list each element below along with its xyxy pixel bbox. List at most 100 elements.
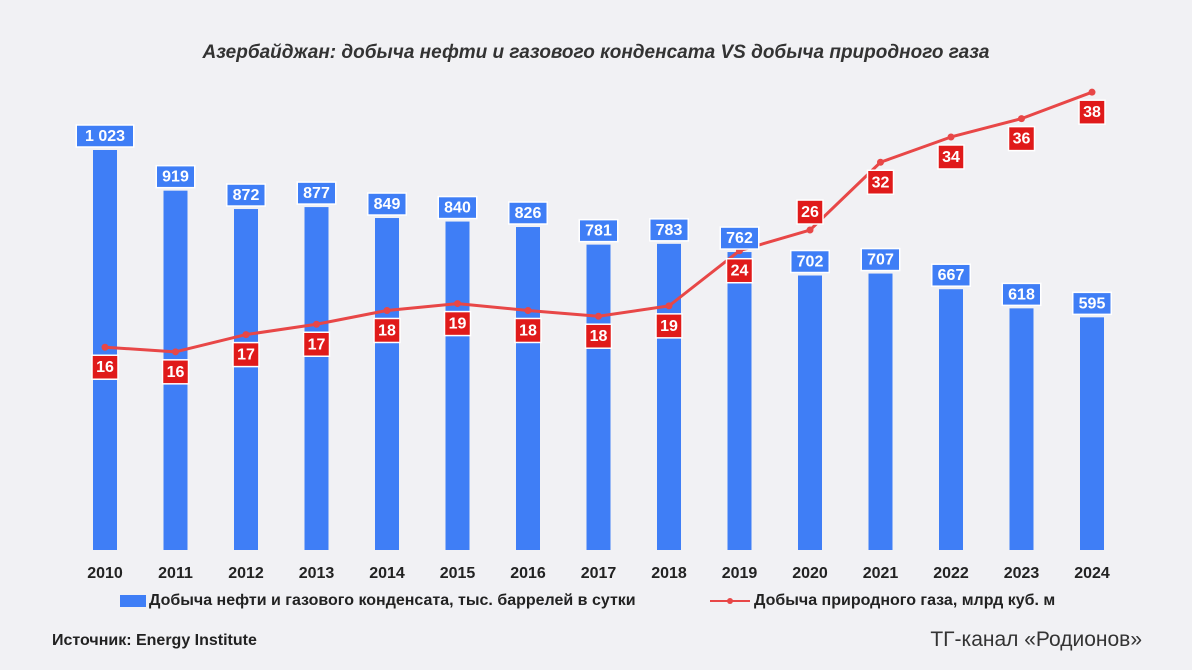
x-tick-2017: 2017 xyxy=(581,565,617,582)
gas-point-2014 xyxy=(383,306,391,314)
bar-2012 xyxy=(234,209,258,550)
line-label-2020: 26 xyxy=(801,204,819,221)
line-label-box-2024 xyxy=(1078,99,1106,125)
x-tick-2018: 2018 xyxy=(651,565,687,582)
x-tick-2012: 2012 xyxy=(228,565,264,582)
line-label-2010: 16 xyxy=(96,359,114,376)
x-tick-2024: 2024 xyxy=(1074,565,1110,582)
legend-item-oil: Добыча нефти и газового конденсата, тыс.… xyxy=(120,592,636,610)
line-label-2024: 38 xyxy=(1083,104,1101,121)
gas-point-2016 xyxy=(524,306,532,314)
bar-2017 xyxy=(586,244,611,550)
bar-label-box-2012 xyxy=(226,183,266,207)
gas-point-2024 xyxy=(1088,88,1096,96)
bar-label-box-2020 xyxy=(790,249,830,274)
line-label-box-2021 xyxy=(866,169,895,196)
bar-label-2020: 702 xyxy=(797,254,824,271)
bar-label-box-2015 xyxy=(437,195,478,220)
line-label-2016: 18 xyxy=(519,322,537,339)
bar-2020 xyxy=(798,275,822,550)
legend-label-oil: Добыча нефти и газового конденсата, тыс.… xyxy=(149,592,636,609)
line-label-box-2011 xyxy=(161,359,190,385)
bar-label-2016: 826 xyxy=(515,205,542,222)
line-label-box-2022 xyxy=(937,144,965,170)
source-note: Источник: Energy Institute xyxy=(52,632,257,649)
line-label-box-2023 xyxy=(1007,125,1036,152)
legend-label-gas: Добыча природного газа, млрд куб. м xyxy=(754,592,1056,609)
x-tick-2014: 2014 xyxy=(369,565,405,582)
bar-label-box-2016 xyxy=(508,201,548,225)
bar-label-box-2010 xyxy=(75,124,135,148)
bar-label-box-2021 xyxy=(860,247,901,272)
line-label-box-2020 xyxy=(796,199,824,225)
bar-label-box-2014 xyxy=(367,192,407,216)
bar-label-2017: 781 xyxy=(585,223,612,240)
legend: Добыча нефти и газового конденсата, тыс.… xyxy=(120,592,1120,614)
line-label-box-2013 xyxy=(302,331,331,358)
line-label-2012: 17 xyxy=(237,347,255,364)
bar-label-2019: 762 xyxy=(726,230,753,247)
x-tick-2019: 2019 xyxy=(722,565,758,582)
bar-label-2024: 595 xyxy=(1079,295,1106,312)
line-label-2023: 36 xyxy=(1013,131,1031,148)
line-label-box-2019 xyxy=(725,257,754,284)
x-tick-2013: 2013 xyxy=(299,565,335,582)
gas-point-2017 xyxy=(595,312,602,320)
line-label-box-2018 xyxy=(655,313,683,339)
x-tick-2023: 2023 xyxy=(1004,565,1040,582)
bar-label-box-2011 xyxy=(155,164,196,189)
bar-label-box-2022 xyxy=(931,263,971,287)
legend-bar-swatch xyxy=(120,595,146,607)
line-label-box-2017 xyxy=(584,323,613,349)
line-label-2013: 17 xyxy=(308,336,326,353)
bar-2019 xyxy=(727,252,752,550)
line-label-box-2010 xyxy=(91,354,119,380)
bar-label-box-2013 xyxy=(296,181,337,205)
bar-2023 xyxy=(1009,308,1034,550)
x-tick-2016: 2016 xyxy=(510,565,546,582)
gas-point-2013 xyxy=(313,320,320,328)
bar-label-box-2024 xyxy=(1072,291,1112,316)
line-label-2018: 19 xyxy=(660,318,678,335)
line-label-box-2015 xyxy=(443,310,472,337)
x-tick-2020: 2020 xyxy=(792,565,828,582)
line-label-box-2014 xyxy=(373,317,401,344)
bar-label-2023: 618 xyxy=(1008,286,1035,303)
bar-2014 xyxy=(375,218,399,550)
gas-point-2021 xyxy=(877,158,884,166)
bar-label-2018: 783 xyxy=(656,222,683,239)
x-tick-2022: 2022 xyxy=(933,565,969,582)
bar-2021 xyxy=(868,273,893,550)
gas-point-2011 xyxy=(172,348,179,356)
gas-point-2018 xyxy=(665,302,673,310)
line-label-box-2016 xyxy=(514,317,542,344)
chart-plot: 2010 2011 2012 2013 2014 2015 2016 2017 2018 2019… xyxy=(75,88,1112,582)
bar-2024 xyxy=(1080,317,1104,550)
bar-2018 xyxy=(657,243,681,550)
x-tick-2015: 2015 xyxy=(440,565,476,582)
gas-point-2012 xyxy=(242,331,250,339)
gas-point-2022 xyxy=(947,133,955,141)
bar-label-2012: 872 xyxy=(233,187,260,204)
bar-label-2015: 840 xyxy=(444,200,471,217)
line-label-2021: 32 xyxy=(872,174,890,191)
line-label-2017: 18 xyxy=(590,328,608,345)
bar-2015 xyxy=(445,221,470,550)
x-tick-2010: 2010 xyxy=(87,565,123,582)
bar-label-box-2018 xyxy=(649,218,689,242)
bar-label-box-2023 xyxy=(1001,282,1042,307)
bar-label-2010: 1 023 xyxy=(85,128,125,145)
bar-label-2011: 919 xyxy=(162,169,189,186)
bar-label-2014: 849 xyxy=(374,196,401,213)
bar-label-box-2017 xyxy=(578,218,619,243)
line-label-2014: 18 xyxy=(378,322,396,339)
gas-point-2015 xyxy=(454,300,461,308)
bar-2016 xyxy=(516,227,540,550)
gas-point-2010 xyxy=(101,343,109,351)
chart-title: Азербайджан: добыча нефти и газового кон… xyxy=(202,42,990,63)
line-label-box-2012 xyxy=(232,341,260,368)
x-tick-2021: 2021 xyxy=(863,565,899,582)
legend-line-swatch xyxy=(710,594,750,608)
bar-2022 xyxy=(939,289,963,550)
